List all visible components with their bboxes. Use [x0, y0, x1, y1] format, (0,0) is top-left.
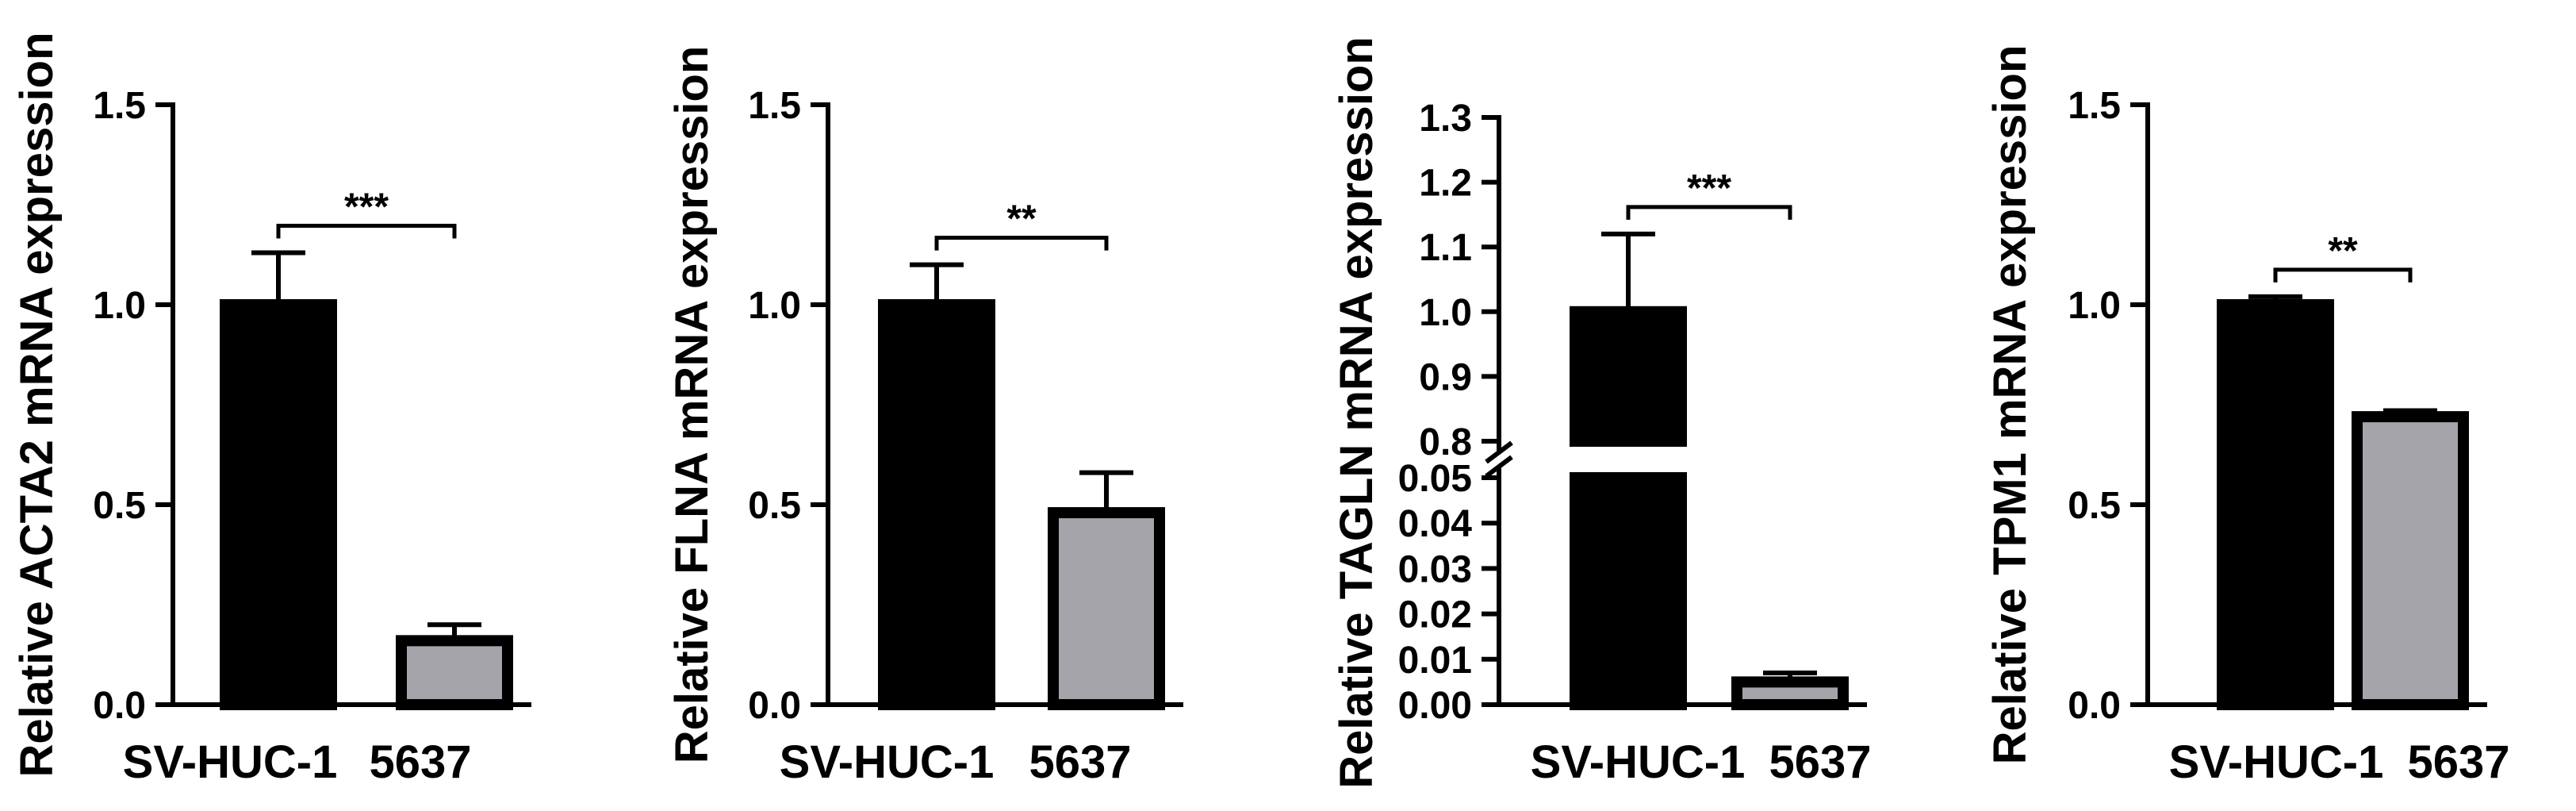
x-category-label: 5637: [2407, 736, 2509, 788]
x-category-label: 5637: [369, 736, 471, 788]
y-tick-label: 0.5: [2068, 485, 2121, 527]
chart-panel-2: 0.0 0.5 1.0 1.5 SV-HUC-1 5637 ** Relative FLNA …: [666, 46, 1183, 788]
y-tick-label: 1.0: [748, 285, 801, 327]
y-tick-label: 0.03: [1398, 548, 1472, 590]
y-tick-label: 1.0: [2068, 285, 2121, 327]
y-tick-label: 0.5: [748, 485, 801, 527]
significance-label: ***: [344, 186, 389, 228]
significance-bracket: [934, 236, 1109, 251]
y-tick-label: 0.0: [2068, 685, 2121, 727]
bar-1-lower: [1570, 472, 1687, 710]
bar-1-upper: [1570, 306, 1687, 447]
chart-panel-4: 0.0 0.5 1.0 1.5 SV-HUC-1 5637 ** Relative TPM1 …: [1984, 45, 2510, 788]
y-tick-label: 1.5: [748, 85, 801, 127]
bar-2: [2352, 411, 2469, 710]
y-tick-label: 0.04: [1398, 503, 1473, 545]
x-category-label: SV-HUC-1: [2169, 736, 2384, 788]
y-tick-label: 0.0: [748, 685, 801, 727]
chart-panel-3: 0.000.010.020.030.040.050.8 0.9 1.0 1.1 1.2 1…: [1331, 37, 1872, 789]
y-axis-title: Relative TAGLN mRNA expression: [1331, 37, 1382, 789]
axis-break-mark: [1485, 440, 1513, 464]
significance-bracket: [2273, 267, 2413, 283]
y-tick-label: 1.3: [1419, 98, 1472, 140]
x-category-label: 5637: [1029, 736, 1131, 788]
x-category-label: SV-HUC-1: [123, 736, 338, 788]
y-tick-label: 0.01: [1398, 640, 1472, 682]
significance-label: **: [1006, 198, 1037, 240]
bar-1: [2217, 299, 2334, 710]
y-tick-label: 1.5: [93, 85, 146, 127]
significance-bracket: [1626, 205, 1792, 220]
bar-2: [1048, 507, 1165, 711]
y-tick-label: 0.00: [1398, 685, 1472, 727]
y-tick-label: 1.1: [1419, 227, 1472, 269]
significance-label: **: [2328, 230, 2358, 272]
y-axis-title: Relative ACTA2 mRNA expression: [11, 32, 63, 777]
bar-2: [396, 635, 513, 710]
y-tick-label: 0.8: [1419, 421, 1472, 463]
y-axis-title: Relative FLNA mRNA expression: [666, 46, 718, 764]
bar-1: [220, 299, 337, 710]
y-tick-label: 0.05: [1398, 458, 1472, 500]
y-tick-label: 1.5: [2068, 85, 2121, 127]
y-tick-label: 1.0: [1419, 292, 1472, 334]
significance-label: ***: [1687, 167, 1731, 209]
x-category-label: SV-HUC-1: [780, 736, 995, 788]
axis-break-mark: [1485, 455, 1513, 479]
y-axis-title: Relative TPM1 mRNA expression: [1984, 45, 2036, 765]
y-tick-label: 0.02: [1398, 594, 1472, 636]
bar-1: [878, 299, 995, 710]
x-category-label: SV-HUC-1: [1531, 736, 1746, 788]
y-tick-label: 1.2: [1419, 163, 1472, 205]
y-tick-label: 0.5: [93, 485, 146, 527]
y-tick-label: 0.0: [93, 685, 146, 727]
chart-panel-1: 0.0 0.5 1.0 1.5 SV-HUC-1 5637 *** Relative ACTA…: [11, 32, 531, 788]
bar-2: [1731, 676, 1849, 711]
x-category-label: 5637: [1769, 736, 1871, 788]
y-tick-label: 1.0: [93, 285, 146, 327]
y-tick-label: 0.9: [1419, 356, 1472, 398]
significance-bracket: [276, 223, 457, 239]
